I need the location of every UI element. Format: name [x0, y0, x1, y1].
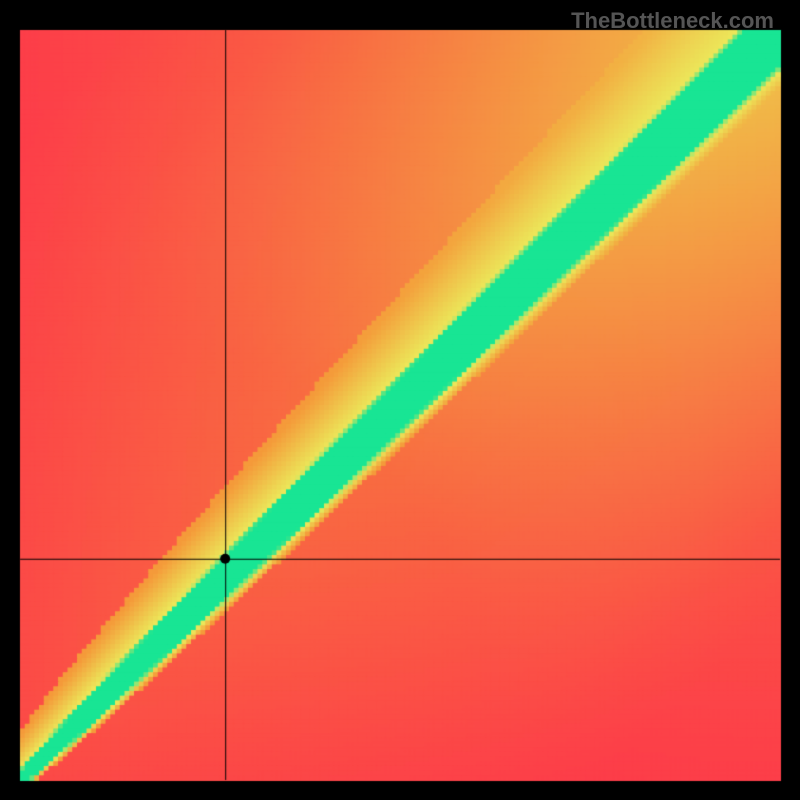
- crosshair-overlay: [0, 0, 800, 800]
- watermark-text: TheBottleneck.com: [571, 8, 774, 34]
